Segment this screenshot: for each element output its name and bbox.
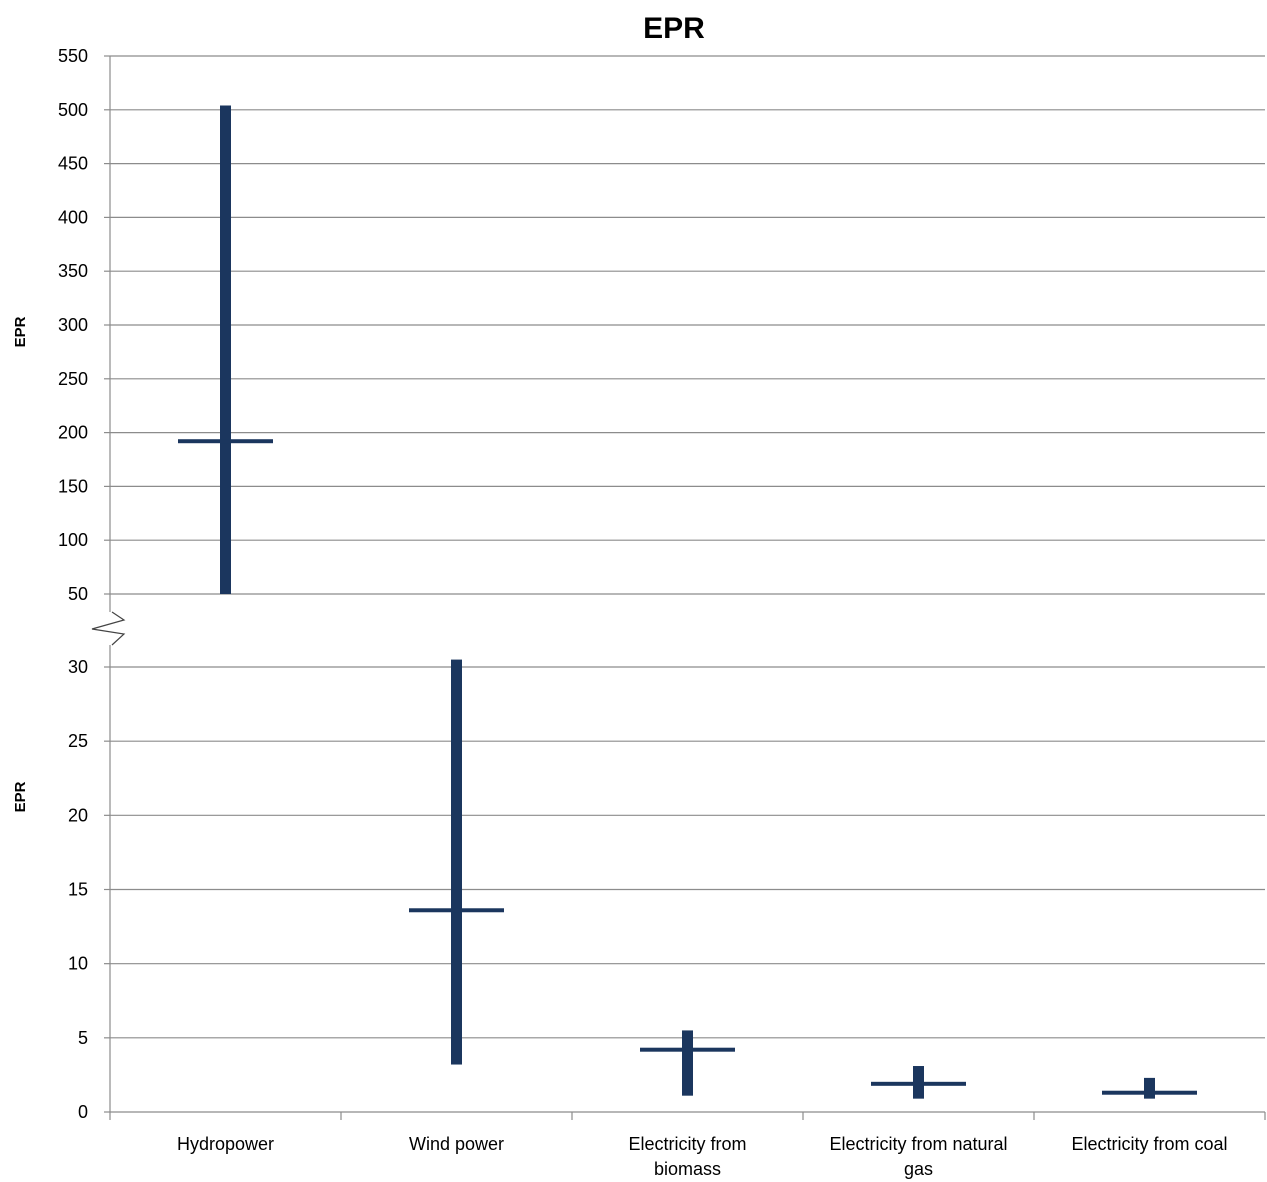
y-tick-label: 250 — [58, 369, 88, 389]
y-tick-label: 0 — [78, 1102, 88, 1122]
range-marks — [178, 105, 1197, 1099]
upper-y-axis-label: EPR — [12, 316, 29, 347]
x-category-label: Electricity from — [628, 1134, 746, 1154]
y-tick-label: 400 — [58, 207, 88, 227]
x-category-label: Wind power — [409, 1134, 504, 1154]
chart-title: EPR — [643, 12, 705, 45]
y-tick-label: 150 — [58, 476, 88, 496]
axes — [91, 55, 1266, 1120]
y-tick-label: 500 — [58, 100, 88, 120]
typical-marker — [409, 908, 504, 913]
x-tick-labels: Hydropower Wind power Electricity from biom… — [177, 1134, 1228, 1179]
y-tick-label: 300 — [58, 315, 88, 335]
gridlines — [110, 55, 1265, 1039]
range-bar — [1144, 1077, 1155, 1099]
y-tick-label: 450 — [58, 154, 88, 174]
y-tick-label: 25 — [68, 731, 88, 751]
y-tick-label: 20 — [68, 805, 88, 825]
y-tick-label: 50 — [68, 584, 88, 604]
y-tick-label: 30 — [68, 657, 88, 677]
y-tick-labels: 50 100 150 200 250 300 350 400 450 500 550 0 5 10 15 20… — [58, 46, 88, 1122]
x-category-label: Hydropower — [177, 1134, 274, 1154]
x-category-label: Electricity from coal — [1071, 1134, 1227, 1154]
lower-y-axis-label: EPR — [12, 781, 29, 812]
y-tick-label: 550 — [58, 46, 88, 66]
y-tick-label: 100 — [58, 530, 88, 550]
typical-marker — [178, 439, 273, 444]
typical-marker — [640, 1047, 735, 1052]
axis-break-mark — [91, 611, 126, 646]
y-tick-label: 5 — [78, 1028, 88, 1048]
range-bar — [682, 1030, 693, 1096]
typical-marker — [871, 1081, 966, 1086]
x-category-label: biomass — [654, 1159, 721, 1179]
range-bar — [220, 105, 231, 594]
typical-marker — [1102, 1090, 1197, 1095]
y-tick-label: 15 — [68, 880, 88, 900]
y-tick-label: 200 — [58, 423, 88, 443]
y-tick-label: 350 — [58, 261, 88, 281]
x-category-label: gas — [904, 1159, 933, 1179]
x-category-label: Electricity from natural — [829, 1134, 1007, 1154]
y-tick-label: 10 — [68, 954, 88, 974]
range-bar — [451, 659, 462, 1065]
